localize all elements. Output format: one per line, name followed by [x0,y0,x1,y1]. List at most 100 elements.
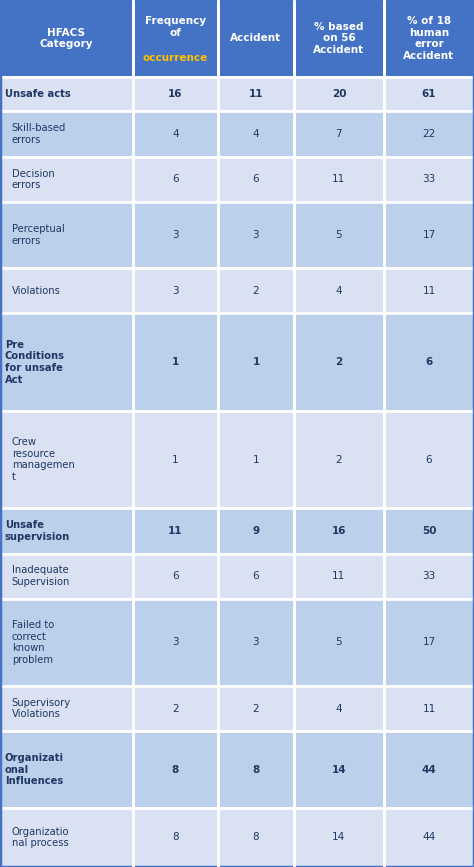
Text: 2: 2 [253,286,259,296]
Text: 3: 3 [253,637,259,648]
FancyBboxPatch shape [0,554,133,599]
FancyBboxPatch shape [218,808,294,867]
Text: 11: 11 [332,571,346,581]
FancyBboxPatch shape [384,599,474,686]
FancyBboxPatch shape [218,554,294,599]
Text: 4: 4 [172,129,179,139]
FancyBboxPatch shape [384,686,474,731]
Text: Violations: Violations [12,286,61,296]
Text: 3: 3 [172,637,179,648]
FancyBboxPatch shape [133,112,218,157]
FancyBboxPatch shape [0,0,133,76]
FancyBboxPatch shape [218,268,294,313]
FancyBboxPatch shape [218,76,294,112]
Text: Supervisory
Violations: Supervisory Violations [12,698,71,720]
Text: 11: 11 [332,174,346,185]
Text: 3: 3 [253,230,259,240]
Text: 4: 4 [253,129,259,139]
Text: 33: 33 [422,571,436,581]
FancyBboxPatch shape [384,202,474,268]
Text: Failed to
correct
known
problem: Failed to correct known problem [12,620,54,665]
Text: 61: 61 [422,89,436,99]
Text: 5: 5 [336,637,342,648]
Text: 2: 2 [336,454,342,465]
FancyBboxPatch shape [0,686,133,731]
FancyBboxPatch shape [294,313,384,411]
Text: 9: 9 [252,526,260,536]
Text: 8: 8 [253,832,259,843]
FancyBboxPatch shape [294,599,384,686]
Text: Frequency
of: Frequency of [145,16,206,37]
FancyBboxPatch shape [218,202,294,268]
FancyBboxPatch shape [133,411,218,508]
Text: 1: 1 [172,357,179,367]
Text: Organizatio
nal process: Organizatio nal process [12,826,69,848]
Text: 6: 6 [172,571,179,581]
FancyBboxPatch shape [218,112,294,157]
Text: 7: 7 [336,129,342,139]
Text: 16: 16 [168,89,182,99]
Text: Pre
Conditions
for unsafe
Act: Pre Conditions for unsafe Act [5,340,65,385]
Text: Perceptual
errors: Perceptual errors [12,225,64,246]
FancyBboxPatch shape [0,202,133,268]
Text: 8: 8 [172,832,179,843]
FancyBboxPatch shape [0,731,133,808]
FancyBboxPatch shape [0,599,133,686]
FancyBboxPatch shape [133,686,218,731]
Text: 2: 2 [172,704,179,714]
Text: 6: 6 [172,174,179,185]
FancyBboxPatch shape [133,157,218,202]
Text: % based
on 56
Accident: % based on 56 Accident [313,22,365,55]
FancyBboxPatch shape [133,554,218,599]
FancyBboxPatch shape [0,157,133,202]
Text: 8: 8 [172,765,179,774]
FancyBboxPatch shape [294,0,384,76]
Text: 5: 5 [336,230,342,240]
FancyBboxPatch shape [384,411,474,508]
FancyBboxPatch shape [218,731,294,808]
Text: 22: 22 [422,129,436,139]
FancyBboxPatch shape [218,599,294,686]
FancyBboxPatch shape [133,731,218,808]
FancyBboxPatch shape [294,554,384,599]
FancyBboxPatch shape [133,508,218,554]
FancyBboxPatch shape [0,76,133,112]
FancyBboxPatch shape [218,686,294,731]
FancyBboxPatch shape [0,268,133,313]
FancyBboxPatch shape [218,0,294,76]
FancyBboxPatch shape [384,0,474,76]
Text: 4: 4 [336,286,342,296]
FancyBboxPatch shape [218,411,294,508]
FancyBboxPatch shape [294,731,384,808]
Text: 1: 1 [252,357,260,367]
Text: 3: 3 [172,230,179,240]
Text: 11: 11 [422,704,436,714]
Text: % of 18
human
error
Accident: % of 18 human error Accident [403,16,455,61]
Text: 17: 17 [422,637,436,648]
FancyBboxPatch shape [294,157,384,202]
FancyBboxPatch shape [294,808,384,867]
FancyBboxPatch shape [133,313,218,411]
Text: Crew
resource
managemen
t: Crew resource managemen t [12,437,75,482]
Text: HFACS
Category: HFACS Category [40,28,93,49]
Text: 44: 44 [421,765,437,774]
FancyBboxPatch shape [0,508,133,554]
Text: 2: 2 [253,704,259,714]
FancyBboxPatch shape [384,313,474,411]
FancyBboxPatch shape [218,313,294,411]
Text: 14: 14 [332,765,346,774]
FancyBboxPatch shape [384,112,474,157]
FancyBboxPatch shape [384,731,474,808]
Text: 17: 17 [422,230,436,240]
FancyBboxPatch shape [384,268,474,313]
Text: 4: 4 [336,704,342,714]
Text: 11: 11 [168,526,182,536]
FancyBboxPatch shape [294,112,384,157]
FancyBboxPatch shape [133,0,218,76]
Text: 1: 1 [253,454,259,465]
Text: Organizati
onal
Influences: Organizati onal Influences [5,753,64,786]
FancyBboxPatch shape [384,808,474,867]
FancyBboxPatch shape [133,268,218,313]
FancyBboxPatch shape [218,157,294,202]
Text: 8: 8 [252,765,260,774]
